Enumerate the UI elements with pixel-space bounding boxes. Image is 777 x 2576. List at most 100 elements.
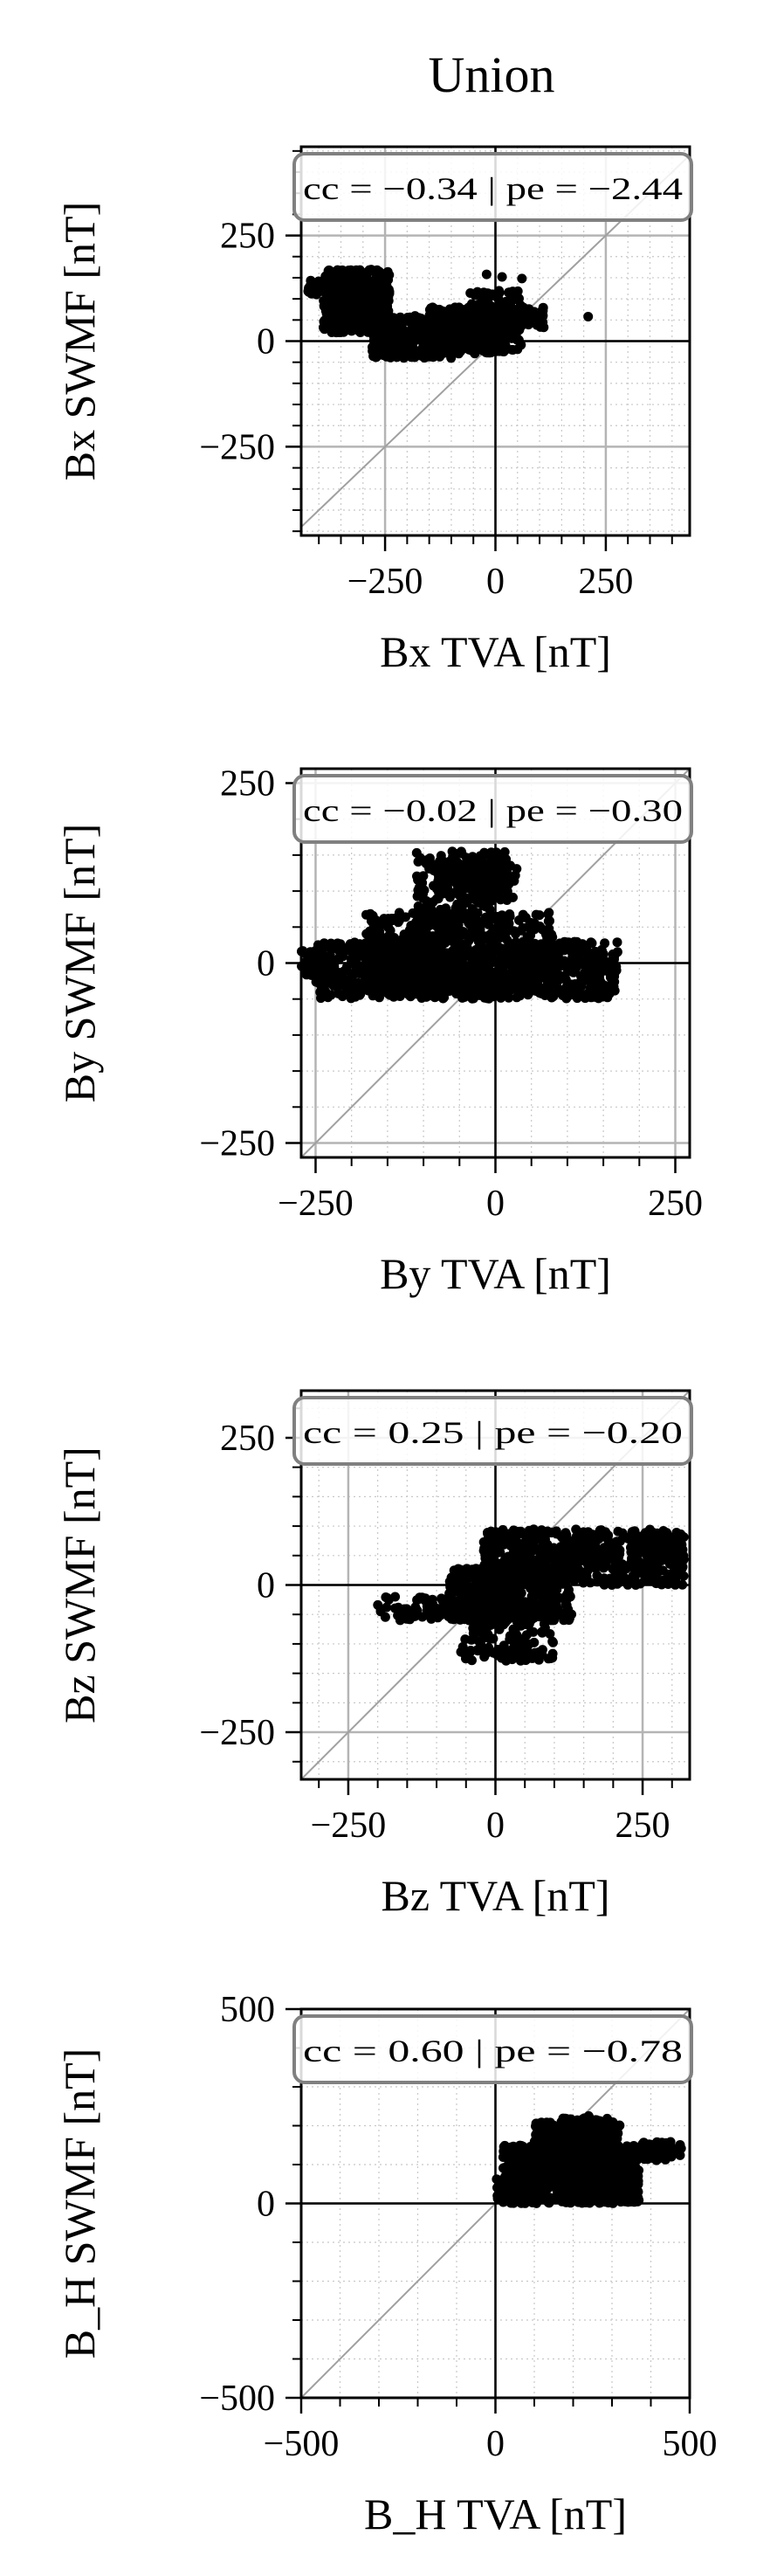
scatter-point <box>381 344 391 355</box>
scatter-point <box>538 950 548 960</box>
scatter-point <box>387 915 397 926</box>
scatter-point <box>342 313 353 323</box>
scatter-point <box>643 1531 653 1542</box>
scatter-point <box>548 1637 558 1647</box>
scatter-point <box>510 313 520 323</box>
scatter-point <box>473 920 484 930</box>
scatter-point <box>544 1544 554 1554</box>
scatter-point <box>313 947 322 957</box>
scatter-point <box>547 1527 557 1537</box>
scatter-point <box>512 286 523 296</box>
scatter-point <box>454 349 464 359</box>
scatter-point <box>497 929 507 939</box>
scatter-point <box>505 971 516 982</box>
scatter-point <box>501 920 512 930</box>
scatter-point <box>567 1609 577 1619</box>
scatter-point <box>522 1619 533 1629</box>
scatter-point <box>424 338 435 349</box>
scatter-point <box>319 316 329 327</box>
scatter-point <box>365 952 375 963</box>
x-axis-label: By TVA [nT] <box>380 1249 611 1298</box>
scatter-point <box>444 314 454 324</box>
scatter-point <box>470 349 480 359</box>
scatter-point <box>560 939 570 950</box>
scatter-point <box>512 985 523 996</box>
scatter-point <box>409 949 419 959</box>
scatter-point <box>657 1565 668 1576</box>
scatter-point <box>400 349 410 359</box>
scatter-point <box>361 977 371 988</box>
scatter-point <box>308 280 319 291</box>
scatter-point <box>383 939 394 950</box>
scatter-point <box>515 1655 526 1666</box>
scatter-point <box>327 297 337 307</box>
scatter-point <box>608 1564 618 1574</box>
y-tick-label: 0 <box>257 944 275 984</box>
scatter-point <box>476 299 486 308</box>
scatter-point <box>531 909 541 920</box>
scatter-point <box>413 857 423 867</box>
scatter-point <box>317 983 327 993</box>
scatter-point <box>598 1549 609 1559</box>
scatter-point <box>553 975 563 985</box>
scatter-point <box>504 1529 514 1539</box>
scatter-point <box>306 288 317 299</box>
scatter-point <box>457 848 467 859</box>
scatter-point <box>501 1602 512 1613</box>
scatter-point <box>337 991 347 1002</box>
scatter-point <box>383 274 394 285</box>
scatter-point <box>465 983 475 993</box>
scatter-point <box>586 937 596 948</box>
scatter-point <box>463 1572 473 1583</box>
scatter-point <box>474 324 485 335</box>
scatter-point <box>366 938 376 949</box>
scatter-point <box>606 972 615 983</box>
x-tick-label: −250 <box>347 562 423 602</box>
scatter-point <box>545 1629 555 1639</box>
scatter-point <box>471 308 482 319</box>
scatter-point <box>570 979 581 989</box>
scatter-point <box>396 322 407 333</box>
scatter-point <box>673 1531 684 1542</box>
scatter-point <box>547 1613 557 1624</box>
scatter-point <box>361 287 372 297</box>
y-tick-label: −250 <box>199 1124 275 1164</box>
scatter-point <box>558 991 568 1001</box>
scatter-point <box>426 1613 437 1624</box>
stats-box <box>292 152 693 222</box>
scatter-point <box>342 295 353 306</box>
scatter-point <box>540 1582 550 1592</box>
scatter-point <box>516 925 526 936</box>
scatter-point <box>382 1602 392 1613</box>
scatter-point <box>505 287 514 298</box>
scatter-point <box>579 945 588 956</box>
scatter-point <box>418 889 428 900</box>
scatter-point <box>418 950 429 960</box>
scatter-point <box>514 294 524 304</box>
scatter-point <box>530 1598 540 1608</box>
scatter-point <box>320 324 330 335</box>
scatter-point <box>435 922 445 932</box>
scatter-point <box>470 290 480 300</box>
scatter-point <box>423 968 434 978</box>
scatter-point <box>445 983 456 993</box>
scatter-point <box>335 979 346 990</box>
scatter-point <box>516 321 526 331</box>
scatter-point <box>505 860 515 871</box>
scatter-point <box>596 949 607 959</box>
scatter-point <box>668 1571 678 1582</box>
scatter-point <box>431 991 442 1002</box>
scatter-point <box>452 920 463 930</box>
scatter-point <box>400 938 410 949</box>
scatter-point <box>395 984 405 995</box>
y-tick-label: −250 <box>199 1713 275 1753</box>
scatter-point <box>554 1568 564 1578</box>
scatter-point <box>409 1611 420 1621</box>
scatter-series <box>373 1524 689 1666</box>
x-tick-label: 0 <box>486 1184 505 1224</box>
scatter-point <box>390 1592 401 1602</box>
scatter-point <box>594 1534 604 1544</box>
scatter-point <box>323 287 333 298</box>
scatter-point <box>420 977 430 987</box>
scatter-point <box>552 952 562 963</box>
